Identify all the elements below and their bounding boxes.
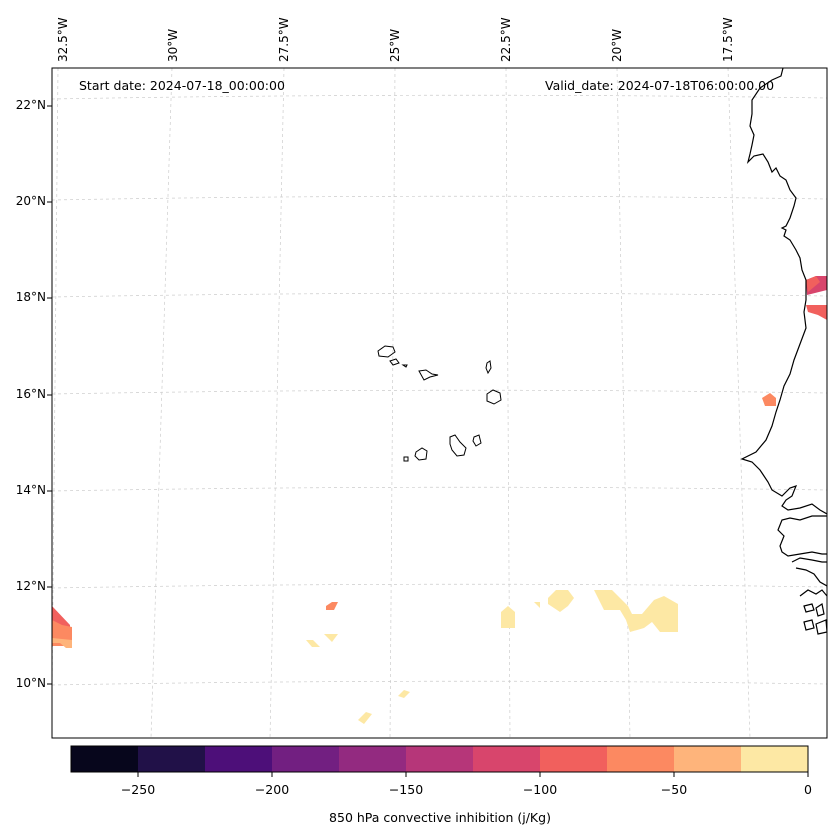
lon-label: 27.5°W: [277, 17, 291, 62]
colorbar-swatch: [674, 746, 742, 772]
island-santo-antao: [377, 345, 396, 358]
colorbar-swatch: [71, 746, 139, 772]
lat-gridline: [52, 195, 827, 201]
lat-gridline: [52, 292, 827, 298]
cin-shading: [52, 276, 827, 724]
island-fogo: [414, 447, 428, 461]
colorbar-swatch: [473, 746, 541, 772]
island-sao-vicente: [389, 358, 400, 366]
island-santiago: [449, 434, 467, 457]
map-frame: [51, 67, 828, 739]
colorbar-swatch: [205, 746, 273, 772]
lat-label: 14°N: [15, 483, 46, 497]
lon-label: 25°W: [388, 28, 402, 62]
island-maio: [472, 434, 482, 447]
island-boa-vista: [486, 389, 502, 405]
lat-ticks: [47, 105, 52, 685]
lon-gridline: [269, 68, 285, 738]
coastline-bijagos: [799, 589, 827, 597]
island-sao-nicolau: [418, 369, 439, 381]
colorbar-swatch: [138, 746, 206, 772]
gridlines: [52, 68, 827, 738]
lat-label: 20°N: [15, 194, 46, 208]
island-bijagos-b: [815, 603, 825, 617]
colorbar-tick-label: −50: [660, 782, 688, 797]
lat-label: 10°N: [15, 676, 46, 690]
colorbar-swatch: [339, 746, 407, 772]
colorbar-swatch: [741, 746, 809, 772]
lon-gridline: [389, 68, 396, 738]
lat-gridline: [52, 680, 827, 686]
lon-label: 22.5°W: [499, 17, 513, 62]
lon-gridline: [616, 68, 631, 738]
cin-region-ocean-a: [326, 602, 338, 610]
colorbar-swatch: [272, 746, 340, 772]
coastline-gambia: [791, 557, 827, 563]
cin-region-ocean-h: [398, 690, 410, 698]
colorbar-label: 850 hPa convective inhibition (j/Kg): [329, 810, 551, 825]
colorbar-swatch: [406, 746, 474, 772]
colorbar-tick-label: −200: [254, 782, 290, 797]
lat-label: 12°N: [15, 579, 46, 593]
colorbar-tick-label: −150: [388, 782, 424, 797]
island-sal: [485, 360, 492, 375]
map-area: [52, 68, 827, 738]
island-brava: [403, 456, 409, 462]
cabo-verde-islands: [377, 345, 502, 462]
cin-region-ocean-c: [324, 634, 338, 642]
valid-date: Valid_date: 2024-07-18T06:00:00.00: [545, 78, 775, 93]
cin-region-west-11n-c: [52, 638, 72, 648]
cin-region-coast-16n: [762, 393, 776, 406]
lon-label: 17.5°W: [721, 17, 735, 62]
island-bijagos-c: [803, 619, 815, 631]
cin-region-ocean-g: [594, 590, 678, 632]
cin-region-coast-17n: [806, 305, 827, 320]
lat-label: 16°N: [15, 387, 46, 401]
coastline-senegal: [777, 515, 827, 557]
coastline-guinea-bissau: [795, 567, 827, 587]
cin-region-ocean-i: [358, 712, 372, 724]
colorbar-tick-label: 0: [804, 782, 812, 797]
colorbar-swatch: [540, 746, 608, 772]
colorbar-tick-label: −250: [120, 782, 156, 797]
cin-region-ocean-d: [501, 606, 515, 628]
lat-gridline: [52, 94, 827, 100]
coastline-mainland: [740, 68, 827, 515]
lat-gridline: [52, 486, 827, 492]
lon-label: 20°W: [610, 28, 624, 62]
lat-gridline: [52, 583, 827, 589]
colorbar: [70, 745, 809, 777]
start-date: Start date: 2024-07-18_00:00:00: [79, 78, 285, 93]
cin-region-coast-18n-outer: [806, 276, 820, 292]
colorbar-frame: [70, 745, 809, 773]
lon-gridline: [150, 68, 173, 738]
lat-label: 22°N: [15, 98, 46, 112]
lon-gridline: [727, 68, 751, 738]
lat-label: 18°N: [15, 290, 46, 304]
cin-region-ocean-f: [548, 590, 574, 612]
colorbar-swatch: [607, 746, 675, 772]
lat-gridline: [52, 389, 827, 395]
coastline-africa: [740, 68, 827, 635]
colorbar-tick-label: −100: [522, 782, 558, 797]
island-bijagos-a: [803, 603, 815, 613]
lon-label: 30°W: [166, 28, 180, 62]
cin-region-ocean-e: [534, 602, 540, 608]
island-santa-luzia: [401, 364, 408, 368]
cin-region-ocean-b: [306, 640, 320, 647]
island-bijagos-d: [815, 619, 827, 635]
lon-label: 32.5°W: [56, 17, 70, 62]
